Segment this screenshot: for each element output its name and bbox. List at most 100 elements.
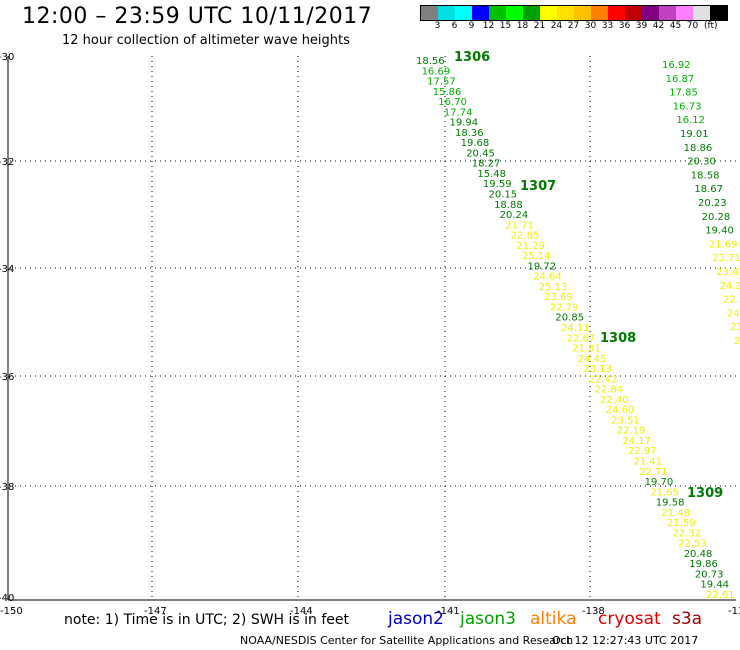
wave-height-reading: 15.86 bbox=[433, 87, 462, 98]
color-swatch bbox=[659, 6, 676, 20]
longitude-label: -138 bbox=[582, 606, 605, 617]
wave-height-reading: 15.48 bbox=[477, 169, 506, 180]
wave-height-reading: 22.61 bbox=[706, 590, 735, 601]
satellite-s3a-label: s3a bbox=[672, 609, 703, 629]
wave-height-reading: 23.41 bbox=[716, 267, 740, 278]
color-swatch bbox=[693, 6, 710, 20]
wave-height-reading: 22.9 bbox=[723, 295, 740, 306]
wave-height-reading: 18.36 bbox=[455, 128, 484, 139]
wave-height-reading: 22.79 bbox=[550, 302, 579, 313]
satellite-altika-label: altika bbox=[530, 609, 577, 629]
wave-height-reading: 16.87 bbox=[666, 74, 695, 85]
wave-height-reading: 18.88 bbox=[494, 200, 523, 211]
wave-height-reading: 22.53 bbox=[678, 539, 707, 550]
color-swatch bbox=[557, 6, 574, 20]
wave-height-reading: 22.19 bbox=[617, 426, 646, 437]
longitude-label: -141 bbox=[437, 606, 460, 617]
wave-height-reading: 21.59 bbox=[667, 518, 696, 529]
color-swatch bbox=[506, 6, 523, 20]
longitude-label: -144 bbox=[290, 606, 313, 617]
wave-height-reading: 17.85 bbox=[669, 88, 698, 99]
wave-height-reading: 24.3 bbox=[727, 308, 740, 319]
satellite-jason3-label: jason3 bbox=[460, 609, 516, 629]
wave-height-reading: 25.13 bbox=[539, 282, 568, 293]
wave-height-reading: 17.74 bbox=[444, 107, 473, 118]
wave-height-reading: 19.86 bbox=[689, 559, 718, 570]
wave-height-reading: 22.85 bbox=[511, 231, 540, 242]
wave-height-reading: 21 bbox=[730, 322, 740, 333]
color-swatch bbox=[625, 6, 642, 20]
longitude-label: -150 bbox=[0, 606, 23, 617]
wave-height-reading: 22.40 bbox=[600, 395, 629, 406]
wave-height-reading: 18.58 bbox=[691, 170, 720, 181]
wave-height-reading: 20.23 bbox=[698, 198, 727, 209]
wave-height-reading: 22 bbox=[734, 336, 740, 347]
color-swatch bbox=[455, 6, 472, 20]
wave-height-reading: 25.14 bbox=[522, 251, 551, 262]
wave-height-reading: 21.81 bbox=[572, 344, 601, 355]
color-scale-units: (ft) bbox=[704, 21, 718, 31]
latitude-label: -34 bbox=[0, 264, 14, 275]
wave-height-reading: 20.45 bbox=[466, 148, 495, 159]
color-scale-label: 33 bbox=[601, 21, 614, 31]
wave-height-reading: 16.69 bbox=[422, 66, 451, 77]
wave-height-reading: 21.41 bbox=[634, 457, 663, 468]
color-scale-label: 39 bbox=[635, 21, 648, 31]
wave-height-reading: 22.42 bbox=[589, 374, 618, 385]
color-scale-label: 21 bbox=[533, 21, 546, 31]
wave-height-reading: 19.72 bbox=[528, 261, 557, 272]
wave-height-reading: 19.44 bbox=[700, 580, 729, 591]
color-scale-label: 27 bbox=[567, 21, 580, 31]
wave-height-reading: 19.68 bbox=[461, 138, 490, 149]
wave-height-reading: 17.57 bbox=[427, 77, 456, 88]
wave-height-reading: 20.28 bbox=[702, 212, 731, 223]
color-scale-label: 3 bbox=[434, 21, 441, 31]
color-scale-label: 30 bbox=[584, 21, 597, 31]
wave-height-reading: 22.67 bbox=[567, 333, 596, 344]
wave-height-reading: 19.94 bbox=[449, 118, 478, 129]
wave-height-reading: 20.30 bbox=[687, 157, 716, 168]
latitude-label: -32 bbox=[0, 157, 14, 168]
color-swatch bbox=[676, 6, 693, 20]
longitude-label: -13 bbox=[728, 606, 740, 617]
color-scale-label: 9 bbox=[468, 21, 475, 31]
color-scale-label: 70 bbox=[686, 21, 699, 31]
wave-height-reading: 20.48 bbox=[684, 549, 713, 560]
wave-height-reading: 23.13 bbox=[583, 364, 612, 375]
pass-time-label: 1306 bbox=[454, 50, 490, 65]
pass-time-label: 1309 bbox=[687, 486, 723, 501]
color-scale-label: 42 bbox=[652, 21, 665, 31]
wave-height-reading: 24.17 bbox=[622, 436, 651, 447]
color-scale-label: 12 bbox=[482, 21, 495, 31]
wave-height-reading: 19.01 bbox=[680, 129, 709, 140]
wave-height-reading: 18.56 bbox=[416, 56, 445, 67]
wave-height-reading: 24.11 bbox=[561, 323, 590, 334]
color-scale-label: 45 bbox=[669, 21, 682, 31]
wave-height-reading: 22.32 bbox=[673, 528, 702, 539]
wave-height-reading: 24.60 bbox=[606, 405, 635, 416]
wave-height-reading: 22.71 bbox=[712, 253, 740, 264]
wave-height-reading: 20.73 bbox=[695, 569, 724, 580]
color-swatch bbox=[472, 6, 489, 20]
color-scale-bar bbox=[420, 5, 728, 21]
wave-height-reading: 22.84 bbox=[594, 385, 623, 396]
wave-height-reading: 19.59 bbox=[483, 179, 512, 190]
satellite-jason2-label: jason2 bbox=[388, 609, 444, 629]
color-swatch bbox=[421, 6, 438, 20]
wave-height-reading: 21.69 bbox=[709, 239, 738, 250]
wave-height-reading: 18.27 bbox=[472, 159, 501, 170]
color-swatch bbox=[591, 6, 608, 20]
color-swatch bbox=[574, 6, 591, 20]
color-scale-label: 6 bbox=[451, 21, 458, 31]
wave-height-reading: 18.67 bbox=[694, 184, 723, 195]
wave-height-reading: 16.92 bbox=[662, 60, 691, 71]
wave-height-reading: 23.51 bbox=[611, 415, 640, 426]
color-scale-label: 36 bbox=[618, 21, 631, 31]
wave-height-reading: 24.64 bbox=[533, 272, 562, 283]
latitude-label: -40 bbox=[0, 593, 14, 604]
wave-height-reading: 18.86 bbox=[684, 143, 713, 154]
pass-time-label: 1307 bbox=[520, 179, 556, 194]
color-scale-label: 15 bbox=[499, 21, 512, 31]
satellite-cryosat-label: cryosat bbox=[598, 609, 661, 629]
